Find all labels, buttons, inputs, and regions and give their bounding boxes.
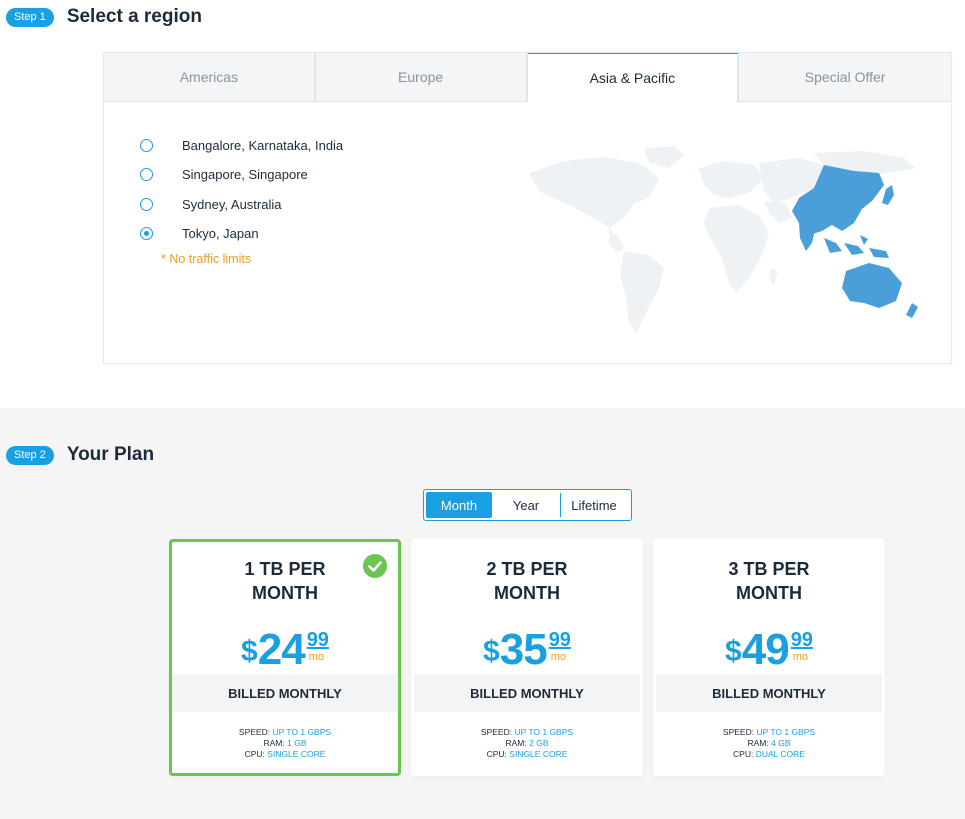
radio-button[interactable]	[140, 139, 153, 153]
plan-section: Step 2 Your Plan Month Year Lifetime 1 T…	[0, 408, 965, 819]
tab-europe[interactable]: Europe	[315, 53, 528, 102]
region-tabs: Americas Europe Asia & Pacific Special O…	[104, 53, 951, 102]
world-map-icon	[529, 146, 918, 333]
plan-card-2tb[interactable]: 2 TB PER MONTH $ 35 99 mo BILLED MONTHLY …	[411, 539, 643, 776]
location-option-bangalore[interactable]: Bangalore, Karnataka, India	[140, 131, 343, 160]
region-card: Americas Europe Asia & Pacific Special O…	[103, 52, 952, 364]
location-list: Bangalore, Karnataka, India Singapore, S…	[140, 131, 343, 248]
billing-label: BILLED MONTHLY	[414, 674, 640, 712]
plan-price: $ 35 99 mo	[483, 625, 571, 674]
step-badge: Step 2	[6, 445, 54, 465]
radio-button-checked[interactable]	[140, 227, 153, 241]
plan-card-3tb[interactable]: 3 TB PER MONTH $ 49 99 mo BILLED MONTHLY …	[653, 539, 885, 776]
billing-period-toggle: Month Year Lifetime	[423, 489, 632, 521]
location-label: Sydney, Australia	[182, 196, 282, 212]
traffic-note: * No traffic limits	[161, 252, 252, 266]
location-option-singapore[interactable]: Singapore, Singapore	[140, 160, 343, 189]
plan-name: 2 TB PER MONTH	[486, 559, 568, 603]
plan-specs: SPEED: UP TO 1 GBPS RAM: 2 GB CPU: SINGL…	[480, 727, 574, 759]
location-option-sydney[interactable]: Sydney, Australia	[140, 190, 343, 219]
location-option-tokyo[interactable]: Tokyo, Japan	[140, 219, 343, 248]
section-title: Your Plan	[66, 444, 155, 465]
toggle-month[interactable]: Month	[426, 492, 492, 518]
plan-specs: SPEED: UP TO 1 GBPS RAM: 1 GB CPU: SINGL…	[238, 727, 332, 759]
plan-specs: SPEED: UP TO 1 GBPS RAM: 4 GB CPU: DUAL …	[722, 727, 816, 759]
plan-price: $ 49 99 mo	[725, 625, 813, 674]
step-1-header: Step 1 Select a region	[6, 6, 202, 28]
check-circle-icon	[363, 554, 387, 578]
section-title: Select a region	[66, 6, 202, 27]
step-badge: Step 1	[6, 7, 54, 27]
plan-name: 1 TB PER MONTH	[244, 559, 326, 603]
plan-card-1tb[interactable]: 1 TB PER MONTH $ 24 99 mo BILLED MONTHLY …	[169, 539, 401, 776]
toggle-year[interactable]: Year	[512, 497, 540, 513]
toggle-divider	[560, 493, 561, 517]
plan-name: 3 TB PER MONTH	[728, 559, 810, 603]
toggle-lifetime[interactable]: Lifetime	[571, 497, 617, 513]
radio-button[interactable]	[140, 168, 153, 182]
location-label: Tokyo, Japan	[182, 226, 259, 242]
billing-label: BILLED MONTHLY	[656, 674, 882, 712]
tab-special-offer[interactable]: Special Offer	[739, 53, 951, 102]
radio-button[interactable]	[140, 197, 153, 211]
tab-americas[interactable]: Americas	[104, 53, 316, 102]
tab-asia-pacific[interactable]: Asia & Pacific	[527, 53, 740, 102]
location-label: Bangalore, Karnataka, India	[182, 138, 344, 154]
plan-price: $ 24 99 mo	[241, 625, 329, 674]
billing-label: BILLED MONTHLY	[172, 674, 398, 712]
step-2-header: Step 2 Your Plan	[6, 444, 154, 466]
location-label: Singapore, Singapore	[182, 167, 308, 183]
